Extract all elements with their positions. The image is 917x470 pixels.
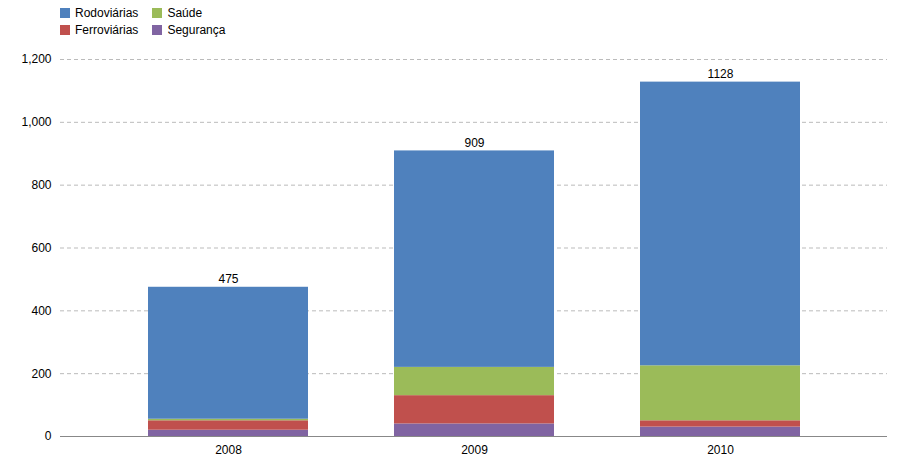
svg-text:2010: 2010	[707, 443, 734, 457]
svg-text:600: 600	[31, 241, 51, 255]
svg-text:1,200: 1,200	[21, 52, 51, 66]
svg-text:2008: 2008	[215, 443, 242, 457]
svg-text:200: 200	[31, 367, 51, 381]
svg-text:475: 475	[218, 272, 238, 286]
svg-text:800: 800	[31, 178, 51, 192]
html-text:Rodoviárias: Rodoviárias	[75, 6, 139, 20]
svg-text:0: 0	[45, 429, 52, 443]
svg-text:400: 400	[31, 304, 51, 318]
html-text:Saúde: Saúde	[167, 6, 203, 20]
html-text:Segurança: Segurança	[167, 23, 226, 37]
svg-text:1,000: 1,000	[21, 115, 51, 129]
svg-text:909: 909	[464, 136, 484, 150]
html-text:Ferroviárias: Ferroviárias	[75, 23, 139, 37]
svg-text:2009: 2009	[461, 443, 488, 457]
svg-text:1128: 1128	[708, 67, 734, 81]
